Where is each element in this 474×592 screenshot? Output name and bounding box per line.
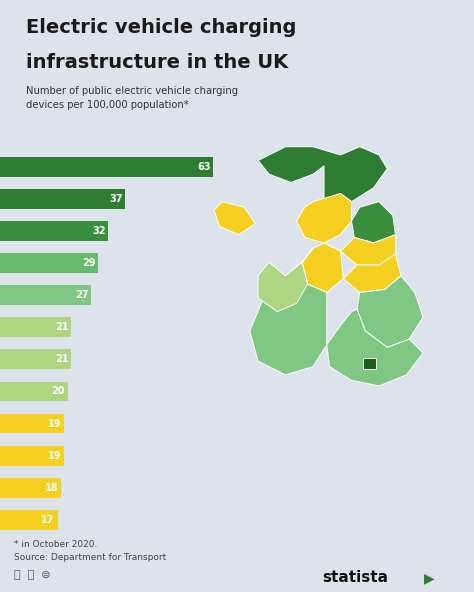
Bar [0, 157, 213, 177]
Text: 18: 18 [45, 482, 58, 493]
Text: 32: 32 [92, 226, 106, 236]
Polygon shape [343, 254, 401, 292]
Text: 19: 19 [48, 419, 62, 429]
Polygon shape [352, 202, 395, 243]
Bar [0, 381, 68, 401]
Bar [0, 414, 64, 433]
Polygon shape [258, 249, 313, 311]
Text: statista: statista [322, 570, 388, 585]
Text: 63: 63 [197, 162, 210, 172]
Text: 20: 20 [52, 387, 65, 397]
Text: 37: 37 [109, 194, 123, 204]
Text: 19: 19 [48, 451, 62, 461]
Text: Electric vehicle charging: Electric vehicle charging [26, 18, 296, 37]
Text: 17: 17 [41, 514, 55, 525]
Polygon shape [357, 276, 423, 348]
Text: ▶: ▶ [424, 571, 435, 585]
Bar [0, 253, 98, 273]
Text: * in October 2020.
Source: Department for Transport: * in October 2020. Source: Department fo… [14, 540, 166, 562]
Polygon shape [302, 243, 343, 292]
Polygon shape [327, 309, 423, 386]
Polygon shape [258, 147, 387, 202]
Polygon shape [363, 358, 376, 369]
Text: infrastructure in the UK: infrastructure in the UK [26, 53, 288, 72]
Text: ⓒ  ⓘ  ⊜: ⓒ ⓘ ⊜ [14, 570, 51, 580]
Polygon shape [214, 202, 255, 234]
Bar [0, 478, 61, 498]
Text: 21: 21 [55, 322, 68, 332]
Bar [0, 349, 71, 369]
Bar [0, 446, 64, 465]
Bar [0, 221, 109, 241]
Bar [0, 317, 71, 337]
Text: Number of public electric vehicle charging
devices per 100,000 population*: Number of public electric vehicle chargi… [26, 86, 238, 110]
Polygon shape [340, 234, 395, 265]
Polygon shape [250, 262, 327, 375]
Bar [0, 189, 125, 209]
Bar [0, 285, 91, 305]
Text: 29: 29 [82, 258, 95, 268]
Polygon shape [297, 194, 352, 243]
Bar [0, 510, 57, 530]
Text: 21: 21 [55, 355, 68, 365]
Text: 27: 27 [75, 290, 89, 300]
